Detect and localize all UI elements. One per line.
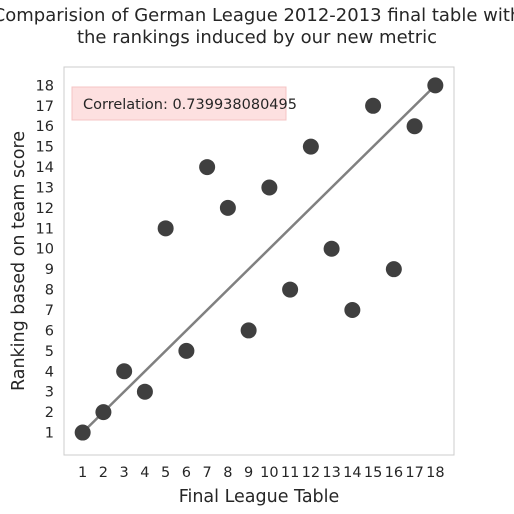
y-tick-label-13: 13 [36, 180, 54, 196]
data-point-15 [365, 97, 382, 114]
y-tick-label-15: 15 [36, 140, 54, 156]
y-tick-label-9: 9 [45, 262, 54, 278]
y-tick-label-6: 6 [45, 323, 54, 339]
x-tick-label-15: 15 [364, 465, 382, 481]
x-tick-label-6: 6 [182, 465, 191, 481]
data-point-16 [385, 261, 402, 278]
y-tick-label-4: 4 [45, 364, 54, 380]
x-tick-label-17: 17 [405, 465, 423, 481]
y-tick-label-12: 12 [36, 201, 54, 217]
x-tick-label-10: 10 [260, 465, 278, 481]
x-tick-label-3: 3 [120, 465, 129, 481]
y-axis-label: Ranking based on team score [9, 131, 29, 391]
x-tick-label-7: 7 [203, 465, 212, 481]
x-tick-label-13: 13 [322, 465, 340, 481]
x-tick-label-11: 11 [281, 465, 299, 481]
y-tick-label-16: 16 [36, 119, 54, 135]
data-point-3 [116, 363, 133, 380]
x-tick-label-9: 9 [244, 465, 253, 481]
data-point-8 [219, 199, 236, 216]
reference-line [81, 84, 437, 434]
data-point-4 [136, 383, 153, 400]
x-tick-label-2: 2 [99, 465, 108, 481]
chart-title-line-1: Comparision of German League 2012-2013 f… [0, 5, 514, 26]
x-tick-label-4: 4 [140, 465, 149, 481]
data-point-7 [199, 159, 216, 176]
data-point-14 [344, 302, 361, 319]
y-tick-label-17: 17 [36, 99, 54, 115]
x-tick-label-18: 18 [426, 465, 444, 481]
x-tick-label-14: 14 [343, 465, 361, 481]
x-axis-label: Final League Table [179, 487, 340, 507]
y-tick-label-14: 14 [36, 160, 54, 176]
y-tick-label-1: 1 [45, 426, 54, 442]
chart-title-line-2: the rankings induced by our new metric [77, 27, 437, 48]
data-point-11 [282, 281, 299, 298]
data-point-12 [302, 138, 319, 155]
points-layer [74, 77, 444, 441]
data-point-17 [406, 118, 423, 135]
data-point-6 [178, 342, 195, 359]
x-tick-labels: 1 2 3 4 5 6 7 8 9 10 11 12 13 14 15 16 17 18 [78, 465, 445, 481]
x-tick-label-5: 5 [161, 465, 170, 481]
x-tick-label-12: 12 [302, 465, 320, 481]
data-point-2 [95, 404, 112, 421]
y-tick-label-11: 11 [36, 221, 54, 237]
data-point-18 [427, 77, 444, 94]
y-tick-label-7: 7 [45, 303, 54, 319]
x-tick-label-16: 16 [385, 465, 403, 481]
data-point-9 [240, 322, 257, 339]
y-tick-label-8: 8 [45, 283, 54, 299]
data-point-1 [74, 424, 91, 441]
data-point-10 [261, 179, 278, 196]
y-tick-label-3: 3 [45, 385, 54, 401]
x-tick-label-1: 1 [78, 465, 87, 481]
y-tick-label-10: 10 [36, 242, 54, 258]
correlation-annotation: Correlation: 0.739938080495 [83, 97, 297, 113]
y-tick-label-5: 5 [45, 344, 54, 360]
data-point-5 [157, 220, 174, 237]
data-point-13 [323, 240, 340, 257]
y-tick-label-2: 2 [45, 405, 54, 421]
reference-line-layer [81, 84, 437, 434]
x-tick-label-8: 8 [223, 465, 232, 481]
correlation-annotation-box [71, 86, 287, 121]
y-tick-label-18: 18 [36, 78, 54, 94]
